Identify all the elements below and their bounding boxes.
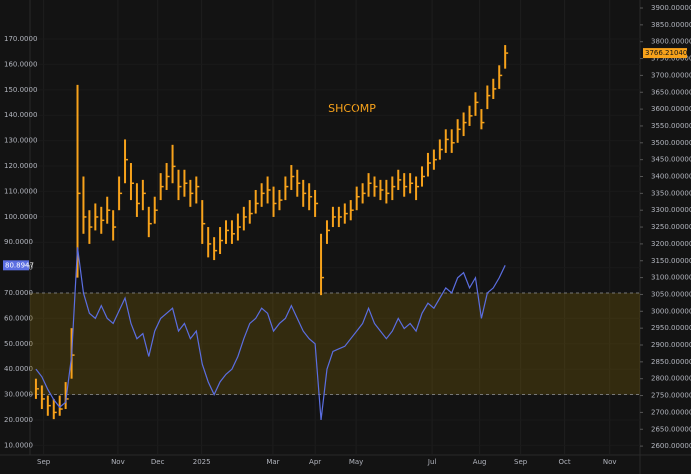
y2-tick-label: 3800.00000	[651, 38, 691, 46]
y2-tick-label: 2800.00000	[651, 375, 691, 383]
y-tick-label: 90.0000	[4, 238, 33, 246]
y2-tick-label: 3350.00000	[651, 189, 691, 197]
x-tick-label: Dec	[151, 458, 165, 466]
x-tick-label: 2025	[193, 458, 211, 466]
x-tick-label: Sep	[37, 458, 51, 466]
y-tick-label: 40.0000	[4, 365, 33, 373]
x-tick-label: Nov	[603, 458, 617, 466]
x-tick-label: May	[349, 458, 363, 466]
y2-tick-label: 3600.00000	[651, 105, 691, 113]
y2-tick-label: 2900.00000	[651, 341, 691, 349]
last-value-box	[643, 48, 687, 59]
y-tick-label: 170.0000	[4, 35, 37, 43]
y2-tick-label: 3900.00000	[651, 4, 691, 12]
y2-tick-label: 2750.00000	[651, 392, 691, 400]
y2-tick-label: 3300.00000	[651, 206, 691, 214]
y-tick-label: 150.0000	[4, 86, 37, 94]
y2-tick-label: 3700.00000	[651, 71, 691, 79]
y-tick-label: 100.0000	[4, 213, 37, 221]
y-tick-label: 120.0000	[4, 162, 37, 170]
y2-tick-label: 2600.00000	[651, 442, 691, 450]
y-tick-label: 70.0000	[4, 289, 33, 297]
band-fill	[30, 292, 640, 395]
y2-tick-label: 3650.00000	[651, 88, 691, 96]
y-tick-label: 140.0000	[4, 111, 37, 119]
y2-tick-label: 3250.00000	[651, 223, 691, 231]
y2-tick-label: 3050.00000	[651, 290, 691, 298]
line-series	[35, 247, 506, 421]
y-tick-label: 30.0000	[4, 391, 33, 399]
x-tick-label: Apr	[309, 458, 321, 466]
x-tick-label: Aug	[473, 458, 487, 466]
last-value-label: 3766.21040	[645, 49, 687, 57]
x-tick-label: Nov	[111, 458, 125, 466]
y-tick-label: 60.0000	[4, 314, 33, 322]
y-tick-label: 10.0000	[4, 441, 33, 449]
y2-tick-label: 3100.00000	[651, 274, 691, 282]
y2-tick-label: 3000.00000	[651, 307, 691, 315]
y2-tick-label: 3200.00000	[651, 240, 691, 248]
y-tick-label: 110.0000	[4, 187, 37, 195]
last-value-box	[3, 260, 29, 271]
y2-tick-label: 3750.00000	[651, 55, 691, 63]
y-tick-label: 160.0000	[4, 60, 37, 68]
y2-tick-label: 3500.00000	[651, 139, 691, 147]
x-tick-label: Mar	[266, 458, 279, 466]
x-tick-label: Jul	[427, 458, 437, 466]
y2-tick-label: 3400.00000	[651, 173, 691, 181]
y2-tick-label: 3150.00000	[651, 257, 691, 265]
x-tick-label: Sep	[514, 458, 528, 466]
y2-tick-label: 2650.00000	[651, 425, 691, 433]
y2-tick-label: 3450.00000	[651, 156, 691, 164]
y2-tick-label: 2700.00000	[651, 408, 691, 416]
y2-tick-label: 2950.00000	[651, 324, 691, 332]
x-tick-label: Oct	[559, 458, 571, 466]
y2-tick-label: 2850.00000	[651, 358, 691, 366]
y-tick-label: 20.0000	[4, 416, 33, 424]
y-tick-label: 50.0000	[4, 340, 33, 348]
y2-tick-label: 3550.00000	[651, 122, 691, 130]
chart-title: SHCOMP	[328, 102, 376, 115]
last-value-label: 80.8947	[5, 261, 34, 269]
y-tick-label: 130.0000	[4, 137, 37, 145]
y2-tick-label: 3850.00000	[651, 21, 691, 29]
